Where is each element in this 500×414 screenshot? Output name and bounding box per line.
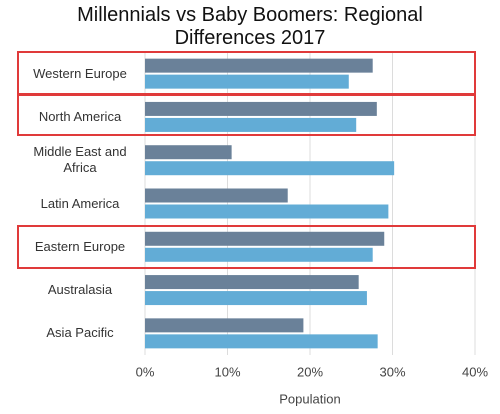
bar	[145, 188, 288, 203]
bar	[145, 231, 385, 246]
x-tick-label: 30%	[379, 364, 405, 379]
bar	[145, 291, 367, 306]
y-tick-label: Australasia	[47, 282, 113, 298]
y-tick-label: Middle East and Africa	[33, 144, 127, 176]
bar	[145, 58, 373, 73]
y-tick-label: Western Europe	[33, 65, 127, 81]
bar	[145, 275, 359, 290]
x-tick-label: 40%	[462, 364, 488, 379]
x-tick-label: 0%	[136, 364, 155, 379]
bar	[145, 117, 357, 132]
y-tick-label: North America	[38, 108, 122, 124]
x-axis-label: Population	[279, 391, 340, 406]
bar	[145, 204, 389, 219]
bar	[145, 74, 349, 89]
y-tick-label: Asia Pacific	[46, 325, 114, 341]
highlight-box	[17, 94, 476, 136]
x-tick-label: 10%	[214, 364, 240, 379]
x-tick-label: 20%	[297, 364, 323, 379]
highlight-box	[17, 225, 476, 269]
bar	[145, 334, 378, 349]
chart-title: Millennials vs Baby Boomers: Regional Di…	[77, 4, 423, 49]
bar	[145, 318, 304, 333]
bar	[145, 101, 377, 116]
bar	[145, 145, 232, 160]
bar	[145, 161, 395, 176]
y-tick-label: Latin America	[40, 195, 120, 211]
bar	[145, 247, 373, 262]
y-tick-label: Eastern Europe	[34, 238, 126, 254]
